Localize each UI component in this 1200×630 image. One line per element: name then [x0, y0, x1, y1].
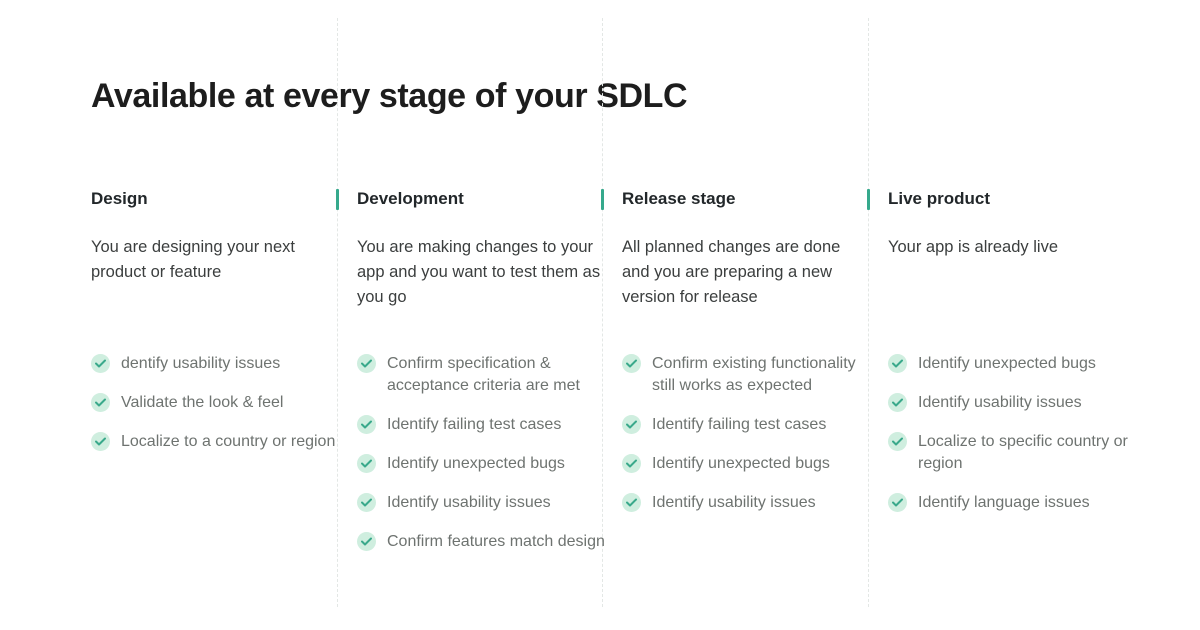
check-icon	[91, 432, 110, 451]
checklist-item: Identify unexpected bugs	[622, 453, 872, 475]
check-item-label: Identify failing test cases	[652, 416, 827, 433]
column-description: You are making changes to your app and y…	[357, 238, 601, 306]
check-icon	[357, 415, 376, 434]
check-icon	[888, 354, 907, 373]
check-item-label: Confirm existing functionality still wor…	[652, 355, 856, 394]
checklist-item: Localize to specific country or region	[888, 431, 1138, 475]
stage-column-design: Design You are designing your next produ…	[91, 188, 341, 470]
column-title: Release stage	[622, 189, 736, 208]
page-title: Available at every stage of your SDLC	[91, 77, 688, 115]
checklist-item: dentify usability issues	[91, 353, 341, 375]
column-title: Live product	[888, 189, 991, 208]
checklist-item: Confirm existing functionality still wor…	[622, 353, 872, 397]
check-icon	[622, 454, 641, 473]
checklist-item: Localize to a country or region	[91, 431, 341, 453]
checklist-item: Identify failing test cases	[357, 414, 607, 436]
check-icon	[91, 393, 110, 412]
check-item-label: Confirm features match design	[387, 533, 605, 550]
checklist: Confirm existing functionality still wor…	[622, 353, 872, 514]
checklist-item: Confirm specification & acceptance crite…	[357, 353, 607, 397]
check-item-label: Localize to a country or region	[121, 433, 336, 450]
check-item-label: Identify unexpected bugs	[387, 455, 565, 472]
stage-column-development: Development You are making changes to yo…	[357, 188, 607, 570]
check-item-label: Identify unexpected bugs	[652, 455, 830, 472]
checklist-item: Identify failing test cases	[622, 414, 872, 436]
checklist: dentify usability issues Validate the lo…	[91, 353, 341, 453]
checklist: Identify unexpected bugs Identify usabil…	[888, 353, 1138, 514]
column-description: You are designing your next product or f…	[91, 238, 295, 281]
column-divider	[337, 18, 338, 607]
column-accent-bar	[867, 189, 870, 210]
check-icon	[888, 493, 907, 512]
column-title: Design	[91, 189, 148, 208]
check-icon	[888, 393, 907, 412]
checklist-item: Confirm features match design	[357, 531, 607, 553]
column-divider	[602, 18, 603, 607]
check-icon	[888, 432, 907, 451]
check-icon	[357, 354, 376, 373]
checklist-item: Identify language issues	[888, 492, 1138, 514]
column-description: Your app is already live	[888, 238, 1058, 256]
stage-column-release: Release stage All planned changes are do…	[622, 188, 872, 531]
checklist-item: Validate the look & feel	[91, 392, 341, 414]
check-icon	[622, 354, 641, 373]
check-item-label: dentify usability issues	[121, 355, 281, 372]
check-icon	[91, 354, 110, 373]
check-item-label: Identify failing test cases	[387, 416, 562, 433]
checklist: Confirm specification & acceptance crite…	[357, 353, 607, 553]
checklist-item: Identify usability issues	[888, 392, 1138, 414]
check-icon	[622, 415, 641, 434]
stage-column-live: Live product Your app is already live Id…	[888, 188, 1138, 531]
check-icon	[357, 532, 376, 551]
column-accent-bar	[601, 189, 604, 210]
check-item-label: Confirm specification & acceptance crite…	[387, 355, 580, 394]
check-item-label: Identify usability issues	[652, 494, 816, 511]
column-description: All planned changes are done and you are…	[622, 238, 841, 306]
check-item-label: Localize to specific country or region	[918, 433, 1128, 472]
check-item-label: Identify language issues	[918, 494, 1090, 511]
checklist-item: Identify usability issues	[622, 492, 872, 514]
checklist-item: Identify unexpected bugs	[888, 353, 1138, 375]
check-icon	[622, 493, 641, 512]
check-item-label: Identify usability issues	[918, 394, 1082, 411]
column-accent-bar	[336, 189, 339, 210]
check-item-label: Identify unexpected bugs	[918, 355, 1096, 372]
column-divider	[868, 18, 869, 607]
check-icon	[357, 454, 376, 473]
check-icon	[357, 493, 376, 512]
column-title: Development	[357, 189, 464, 208]
checklist-item: Identify unexpected bugs	[357, 453, 607, 475]
check-item-label: Identify usability issues	[387, 494, 551, 511]
check-item-label: Validate the look & feel	[121, 394, 284, 411]
checklist-item: Identify usability issues	[357, 492, 607, 514]
